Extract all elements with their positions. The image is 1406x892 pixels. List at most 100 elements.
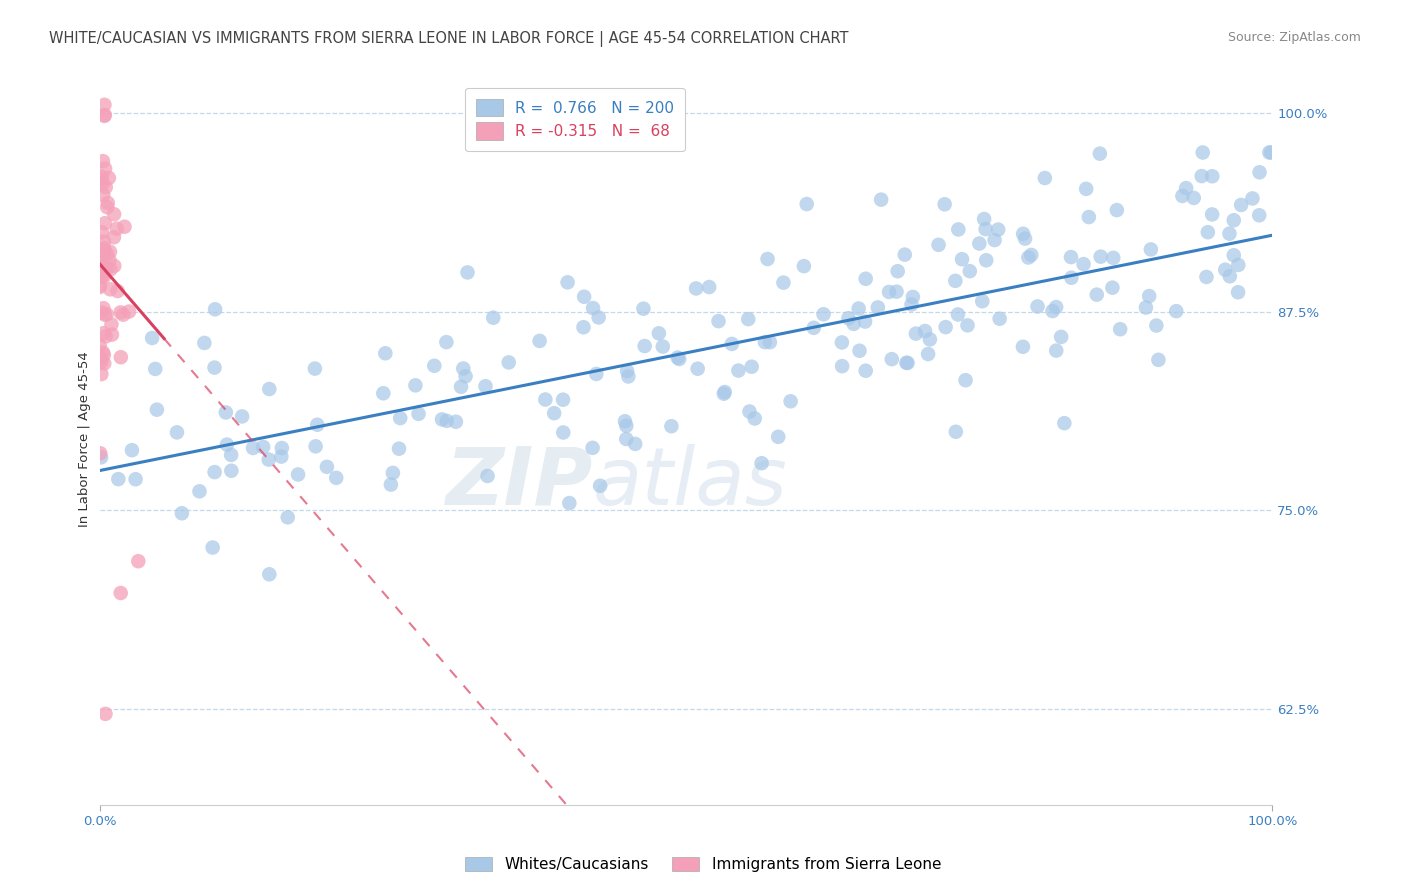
- Point: [94, 308, 117, 322]
- Point: [94, 216, 117, 230]
- Point: [219, 448, 242, 462]
- Point: [1073, 257, 1095, 271]
- Point: [1033, 171, 1056, 186]
- Point: [143, 362, 166, 376]
- Point: [242, 441, 264, 455]
- Point: [90, 305, 112, 319]
- Point: [1085, 287, 1108, 301]
- Point: [1042, 304, 1064, 318]
- Point: [93, 301, 115, 315]
- Point: [616, 364, 638, 378]
- Point: [389, 411, 412, 425]
- Point: [1026, 300, 1049, 314]
- Point: [1019, 248, 1042, 262]
- Point: [121, 443, 143, 458]
- Point: [388, 442, 411, 456]
- Point: [713, 386, 735, 401]
- Point: [866, 301, 889, 315]
- Point: [1077, 210, 1099, 224]
- Point: [1191, 169, 1213, 183]
- Point: [498, 355, 520, 369]
- Point: [668, 351, 690, 366]
- Point: [855, 364, 877, 378]
- Point: [457, 265, 479, 279]
- Point: [423, 359, 446, 373]
- Point: [118, 304, 141, 318]
- Point: [124, 472, 146, 486]
- Point: [754, 335, 776, 350]
- Point: [914, 324, 936, 338]
- Point: [842, 317, 865, 331]
- Point: [107, 472, 129, 486]
- Point: [453, 361, 475, 376]
- Point: [686, 361, 709, 376]
- Point: [89, 278, 111, 293]
- Point: [744, 411, 766, 425]
- Point: [772, 276, 794, 290]
- Point: [304, 439, 326, 453]
- Point: [215, 437, 238, 451]
- Point: [1258, 145, 1281, 160]
- Point: [1223, 213, 1246, 227]
- Point: [880, 352, 903, 367]
- Point: [945, 425, 967, 439]
- Point: [848, 343, 870, 358]
- Point: [89, 265, 111, 279]
- Point: [855, 272, 877, 286]
- Point: [877, 285, 900, 299]
- Point: [837, 311, 859, 326]
- Point: [756, 252, 779, 266]
- Point: [430, 412, 453, 426]
- Point: [91, 188, 114, 202]
- Point: [943, 274, 966, 288]
- Point: [94, 180, 117, 194]
- Point: [454, 369, 477, 384]
- Point: [380, 477, 402, 491]
- Point: [188, 484, 211, 499]
- Point: [581, 441, 603, 455]
- Point: [1230, 198, 1253, 212]
- Point: [648, 326, 671, 341]
- Point: [1195, 269, 1218, 284]
- Point: [91, 226, 114, 240]
- Point: [373, 386, 395, 401]
- Point: [107, 284, 129, 298]
- Point: [444, 415, 467, 429]
- Point: [813, 307, 835, 321]
- Point: [110, 350, 132, 364]
- Point: [634, 339, 657, 353]
- Point: [737, 312, 759, 326]
- Point: [91, 169, 114, 184]
- Point: [112, 308, 135, 322]
- Point: [287, 467, 309, 482]
- Point: [96, 200, 118, 214]
- Point: [917, 347, 939, 361]
- Point: [257, 452, 280, 467]
- Point: [738, 404, 761, 418]
- Point: [1191, 145, 1213, 160]
- Point: [103, 230, 125, 244]
- Point: [803, 321, 825, 335]
- Point: [617, 369, 640, 384]
- Point: [114, 219, 136, 234]
- Point: [796, 197, 818, 211]
- Point: [901, 290, 924, 304]
- Y-axis label: In Labor Force | Age 45-54: In Labor Force | Age 45-54: [79, 351, 91, 526]
- Point: [1088, 146, 1111, 161]
- Point: [1166, 304, 1188, 318]
- Text: ZIP: ZIP: [444, 443, 592, 522]
- Point: [94, 108, 117, 122]
- Point: [624, 437, 647, 451]
- Point: [886, 285, 908, 299]
- Point: [252, 440, 274, 454]
- Point: [90, 244, 112, 258]
- Point: [381, 466, 404, 480]
- Point: [89, 255, 111, 269]
- Point: [928, 237, 950, 252]
- Point: [946, 308, 969, 322]
- Point: [1045, 300, 1067, 314]
- Point: [325, 471, 347, 485]
- Point: [215, 405, 238, 419]
- Point: [1135, 301, 1157, 315]
- Point: [948, 222, 970, 236]
